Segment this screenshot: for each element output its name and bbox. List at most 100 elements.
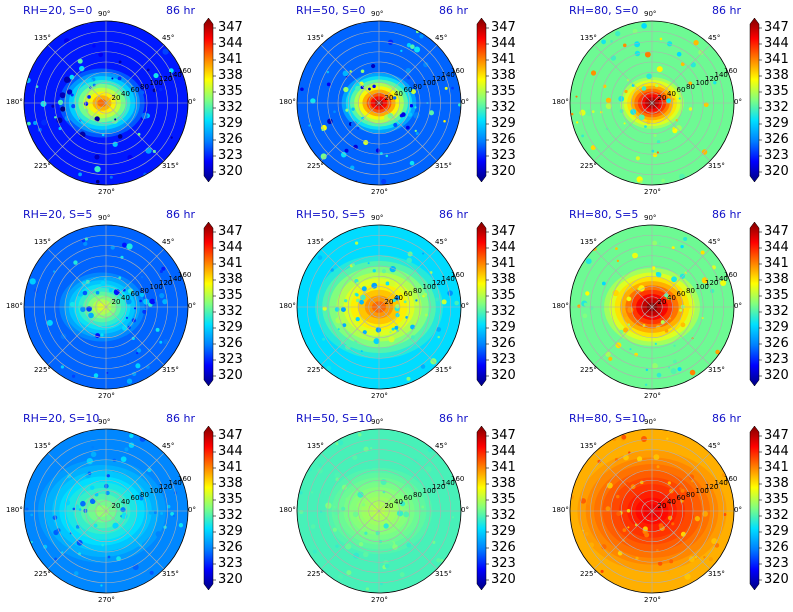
field-speckle	[360, 85, 364, 90]
ring-label: 100	[149, 78, 163, 87]
field-speckle	[161, 266, 166, 271]
field-speckle	[702, 510, 708, 517]
grid-spoke	[320, 510, 380, 570]
field-speckle	[322, 337, 326, 341]
field-speckle	[105, 490, 110, 496]
field-speckle	[121, 242, 127, 248]
field-speckle	[345, 543, 352, 550]
colorbar-tick-label: 320	[764, 572, 789, 587]
colorbar-tick-label: 338	[491, 272, 516, 287]
angle-label: 270°	[371, 596, 388, 604]
field-speckle	[395, 304, 400, 309]
angle-label: 180°	[279, 506, 296, 514]
field-speckle	[299, 491, 303, 495]
field-speckle	[409, 104, 414, 108]
field-speckle	[458, 103, 461, 107]
field-speckle	[658, 242, 661, 245]
field-speckle	[147, 467, 152, 473]
angle-label: 0°	[734, 302, 742, 310]
field-speckle	[668, 366, 671, 369]
field-speckle	[610, 55, 617, 61]
angle-label: 0°	[188, 506, 196, 514]
colorbar-tick-label: 326	[218, 336, 243, 351]
ring-label: 80	[140, 82, 149, 91]
field-speckle	[333, 508, 340, 515]
field-speckle	[668, 488, 674, 494]
angle-label: 0°	[188, 98, 196, 106]
field-speckle	[605, 97, 612, 103]
field-speckle	[310, 491, 314, 494]
ring-label: 100	[695, 486, 709, 495]
field-speckle	[365, 121, 368, 125]
field-speckle	[337, 328, 340, 331]
field-speckle	[52, 270, 56, 273]
colorbar-tick-label: 329	[491, 320, 516, 335]
angle-label: 135°	[307, 238, 324, 247]
ring-label: 40	[394, 498, 403, 507]
field-speckle	[155, 327, 160, 332]
angle-label: 270°	[644, 392, 661, 400]
ring-label: 160	[451, 271, 465, 280]
field-speckle	[125, 316, 129, 319]
ring-label: 20	[657, 298, 667, 307]
field-speckle	[679, 308, 683, 312]
ring-label: 140	[441, 275, 455, 284]
field-speckle	[668, 571, 671, 574]
grid-spoke	[320, 248, 380, 308]
field-speckle	[63, 38, 70, 44]
field-speckle	[139, 496, 144, 501]
field-speckle	[141, 112, 148, 120]
field-speckle	[653, 454, 660, 461]
field-speckle	[694, 555, 698, 559]
colorbar-tick-label: 320	[491, 572, 516, 587]
field-speckle	[703, 556, 706, 559]
angle-label: 315°	[707, 161, 725, 170]
field-speckle	[317, 255, 323, 260]
field-speckle	[371, 282, 378, 289]
angle-label: 180°	[6, 302, 23, 310]
field-speckle	[146, 68, 150, 72]
field-speckle	[308, 124, 311, 127]
colorbar-tick-label: 326	[218, 132, 243, 147]
field-speckle	[392, 298, 396, 303]
field-speckle	[406, 42, 412, 48]
ring-label: 160	[724, 475, 738, 484]
field-speckle	[90, 79, 94, 83]
grid-spoke	[105, 306, 165, 366]
field-speckle	[72, 507, 76, 511]
field-speckle	[427, 446, 434, 453]
field-speckle	[56, 445, 60, 449]
angle-label: 0°	[188, 302, 196, 310]
field-speckle	[615, 494, 620, 499]
ring-label: 140	[714, 71, 728, 80]
grid-spoke	[47, 510, 107, 570]
angle-label: 315°	[434, 365, 452, 374]
field-speckle	[405, 316, 409, 319]
colorbar	[749, 425, 760, 591]
angle-label: 225°	[580, 161, 597, 170]
angle-label: 90°	[98, 214, 111, 222]
colorbar-tick-label: 341	[218, 460, 243, 475]
field-speckle	[371, 63, 376, 69]
field-speckle	[95, 179, 100, 184]
colorbar-tick-label: 323	[218, 556, 243, 571]
field-speckle	[79, 131, 86, 138]
colorbar-tick-label: 329	[764, 116, 789, 131]
field-speckle	[656, 465, 660, 469]
field-speckle	[344, 148, 349, 153]
field-speckle	[614, 233, 621, 240]
colorbar-tick-label: 323	[491, 148, 516, 163]
polar-outline	[296, 20, 462, 186]
grid-spoke	[105, 452, 165, 512]
field-speckle	[110, 245, 115, 250]
field-speckle	[644, 125, 647, 129]
angle-label: 225°	[307, 569, 324, 578]
field-speckle	[118, 276, 122, 280]
field-speckle	[355, 316, 360, 322]
field-speckle	[627, 526, 630, 529]
field-speckle	[125, 298, 132, 305]
field-speckle	[389, 330, 392, 334]
field-speckle	[421, 505, 425, 509]
field-speckle	[638, 114, 645, 121]
field-speckle	[93, 523, 98, 528]
